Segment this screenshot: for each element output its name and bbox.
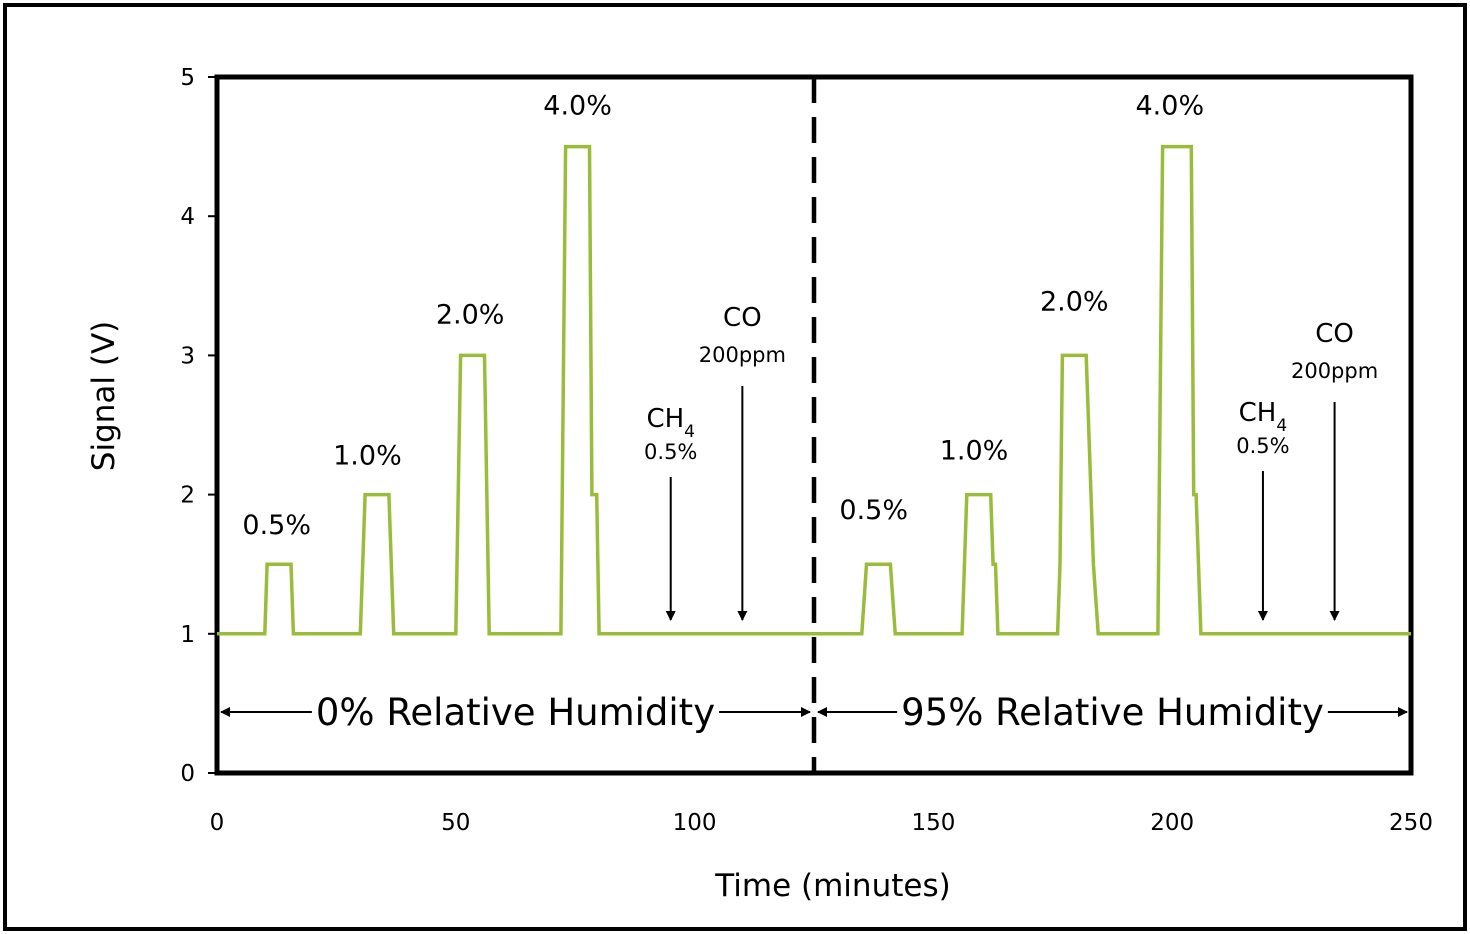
x-tick-label: 150 [911,810,955,836]
gas-conc-label: 0.5% [1236,434,1289,458]
co-annotation-dry: CO 200ppm [699,303,786,621]
region-label: 95% Relative Humidity [901,691,1324,734]
series-layer [217,144,1411,636]
gas-name-label: CH4 [1239,398,1288,436]
x-tick-label: 250 [1389,810,1433,836]
y-tick-label: 0 [180,761,195,787]
peak-label: 1.0% [333,441,402,472]
co-annotation-humid: CO 200ppm [1291,319,1378,621]
peak-label: 2.0% [1040,286,1109,317]
x-tick-label: 50 [441,810,470,836]
gas-name-label: CH4 [646,404,695,442]
x-tick-label: 100 [673,810,717,836]
peak-label: 1.0% [940,436,1009,467]
x-axis-title: Time (minutes) [714,868,950,904]
y-tick-label: 5 [180,65,195,91]
peak-label: 4.0% [543,91,612,122]
signal-line [217,144,1411,636]
peak-label: 2.0% [436,299,505,330]
region-humid: 95% Relative Humidity [817,691,1408,734]
peak-label: 0.5% [242,510,311,541]
y-axis-title: Signal (V) [86,321,122,471]
gas-name-label: CO [1315,319,1354,349]
x-tick-label: 200 [1150,810,1194,836]
y-tick-label: 4 [180,204,195,230]
x-tick-label: 0 [210,810,225,836]
peak-label: 0.5% [839,495,908,526]
chart-frame [3,3,1467,931]
y-tick-label: 2 [180,483,195,509]
gas-conc-label: 200ppm [1291,359,1378,383]
peak-label: 4.0% [1136,91,1205,122]
annotation-layer: 0.5%1.0%2.0%4.0%0.5%1.0%2.0%4.0%CH40.5%C… [220,77,1408,773]
region-label: 0% Relative Humidity [316,691,715,734]
y-tick-label: 1 [180,622,195,648]
gas-conc-label: 200ppm [699,343,786,367]
region-dry: 0% Relative Humidity [220,691,811,734]
gas-name-label: CO [723,303,762,333]
gas-conc-label: 0.5% [644,440,697,464]
y-tick-label: 3 [180,343,195,369]
